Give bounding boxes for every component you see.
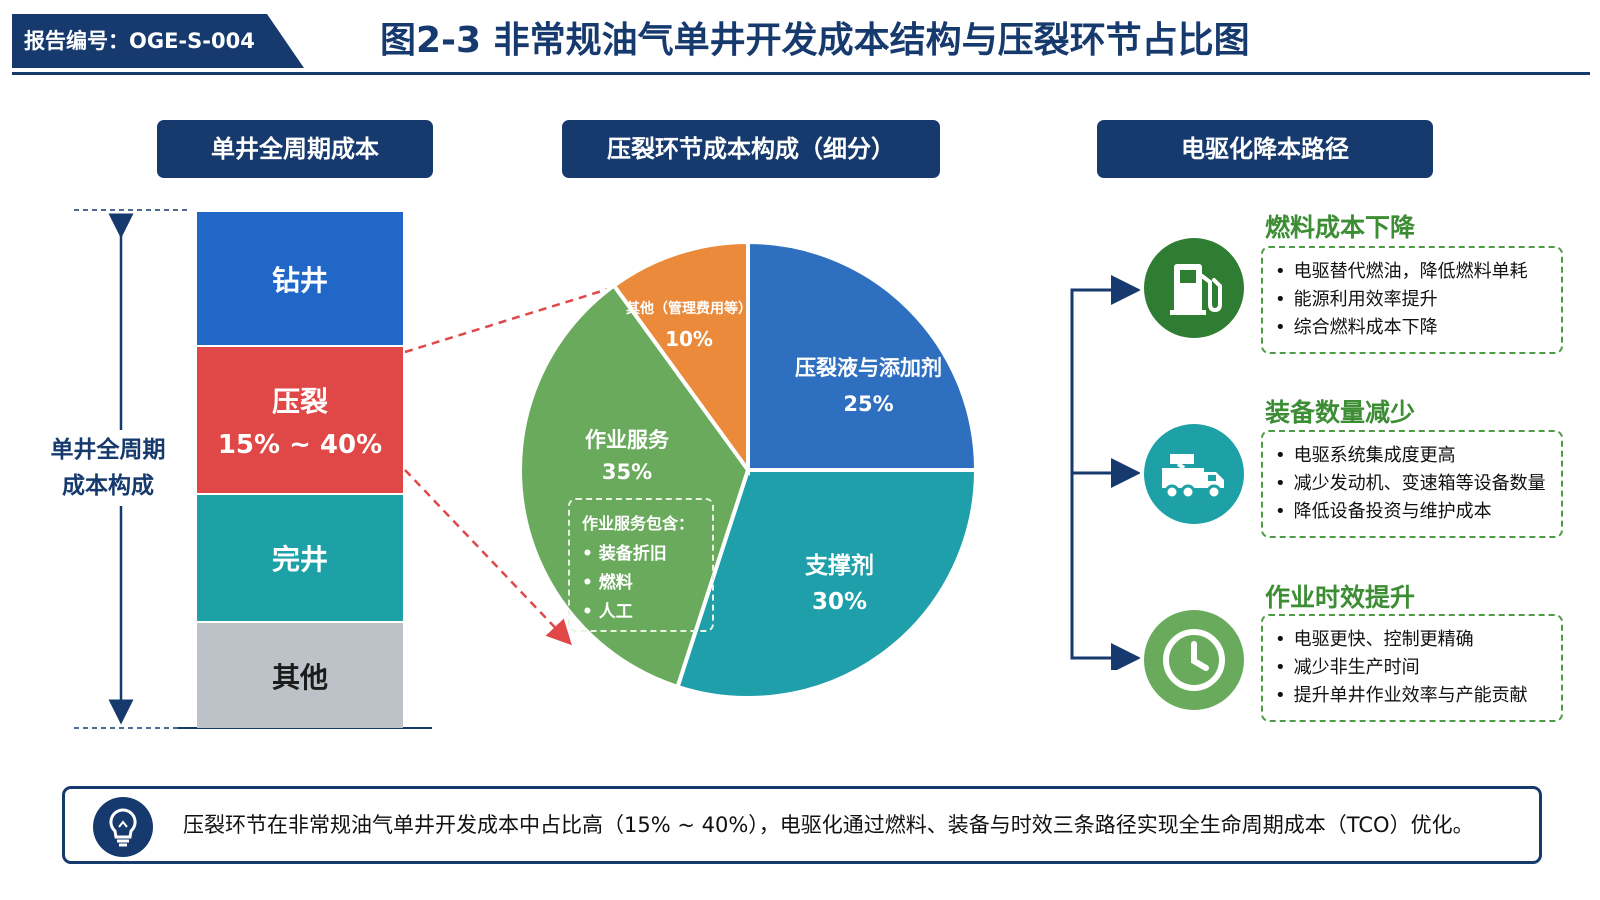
path-bullet: 提升单井作业效率与产能贡献 [1275, 682, 1561, 710]
path-desc-efficiency: 电驱更快、控制更精确 减少非生产时间 提升单井作业效率与产能贡献 [1261, 614, 1563, 722]
path-bullet: 减少发动机、变速箱等设备数量 [1275, 470, 1561, 498]
title-divider [12, 72, 1590, 75]
path-title-equipment: 装备数量减少 [1265, 398, 1416, 427]
path-bullet: 降低设备投资与维护成本 [1275, 498, 1561, 526]
clock-icon [1144, 610, 1244, 710]
stack-segment-drilling: 钻井 [197, 212, 403, 345]
summary-text: 压裂环节在非常规油气单井开发成本中占比高（15% ~ 40%），电驱化通过燃料、… [183, 813, 1474, 837]
summary-box: 压裂环节在非常规油气单井开发成本中占比高（15% ~ 40%），电驱化通过燃料、… [62, 786, 1542, 864]
slice-label-fluid: 压裂液与添加剂 25% [795, 356, 942, 416]
service-note-box: 作业服务包含： • 装备折旧 • 燃料 • 人工 [568, 498, 714, 632]
axis-label: 单井全周期 成本构成 [38, 430, 178, 506]
pie-slice-service [518, 282, 751, 690]
slice-label-service: 作业服务 35% [585, 428, 669, 484]
path-bullet: 电驱更快、控制更精确 [1275, 626, 1561, 654]
stack-segment-completion: 完井 [197, 495, 403, 621]
section-title-electric-drive-paths: 电驱化降本路径 [1097, 120, 1433, 178]
pie-chart [518, 239, 979, 700]
pie-slice-other [611, 239, 750, 477]
fuel-pump-icon [1144, 238, 1244, 338]
path-bullet: 综合燃料成本下降 [1275, 314, 1561, 342]
service-note-item: • 人工 [582, 602, 633, 622]
path-desc-equipment: 电驱系统集成度更高 减少发动机、变速箱等设备数量 降低设备投资与维护成本 [1261, 430, 1563, 538]
pie-slice-fluid [746, 239, 979, 472]
path-title-fuel: 燃料成本下降 [1265, 213, 1416, 242]
slice-label-other: 其他（管理费用等） 10% [626, 301, 752, 351]
page-title: 图2-3 非常规油气单井开发成本结构与压裂环节占比图 [380, 20, 1250, 61]
service-note-item: • 燃料 [582, 573, 633, 593]
report-id-tag: 报告编号：OGE-S-004 [12, 14, 304, 68]
path-bullet: 减少非生产时间 [1275, 654, 1561, 682]
section-title-lifecycle-cost: 单井全周期成本 [157, 120, 433, 178]
path-bullet: 电驱系统集成度更高 [1275, 442, 1561, 470]
path-bullet: 能源利用效率提升 [1275, 286, 1561, 314]
path-title-efficiency: 作业时效提升 [1265, 583, 1416, 612]
pie-slice-proppant [675, 468, 979, 700]
service-note-item: • 装备折旧 [582, 544, 667, 564]
path-desc-fuel: 电驱替代燃油，降低燃料单耗 能源利用效率提升 综合燃料成本下降 [1261, 246, 1563, 354]
path-bullet: 电驱替代燃油，降低燃料单耗 [1275, 258, 1561, 286]
slice-label-proppant: 支撑剂 30% [805, 553, 874, 615]
section-title-fracturing-breakdown: 压裂环节成本构成（细分） [562, 120, 940, 178]
stack-segment-other: 其他 [197, 623, 403, 728]
connector-line-top [404, 284, 619, 354]
lightbulb-icon [93, 797, 153, 857]
path-bracket-svg [1070, 275, 1140, 670]
truck-icon [1144, 424, 1244, 524]
connector-line-bottom [404, 469, 572, 646]
stack-segment-fracturing: 压裂 15% ~ 40% [197, 347, 403, 493]
